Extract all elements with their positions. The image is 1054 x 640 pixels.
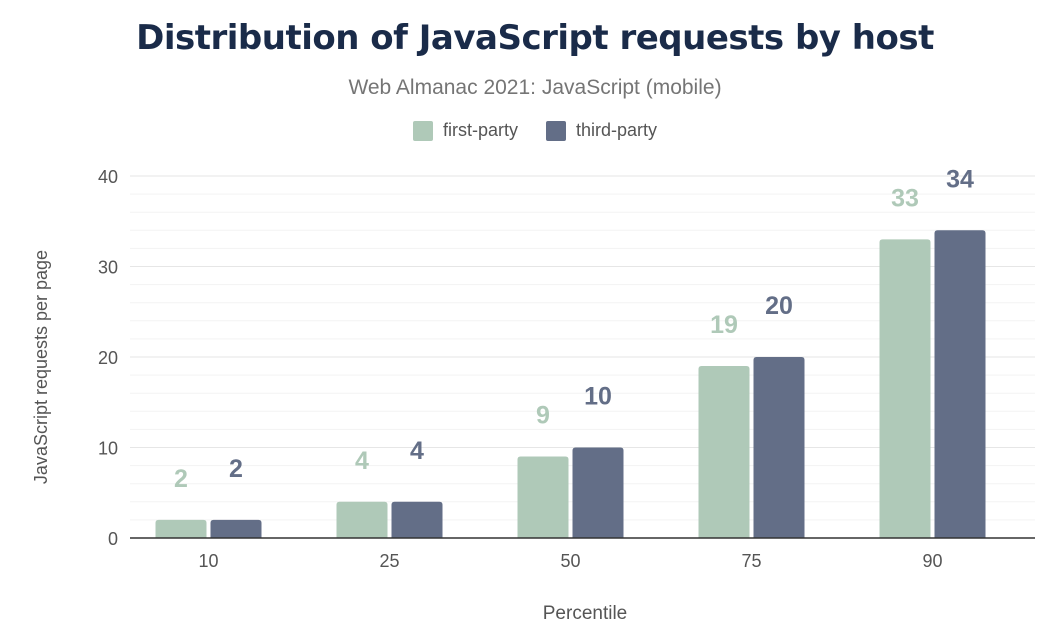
x-tick-label: 10 [198,551,218,571]
x-tick-label: 25 [379,551,399,571]
bar-third-party-75 [753,357,805,538]
x-axis-title: Percentile [543,603,628,624]
legend: first-party third-party [0,120,1054,141]
bar-first-party-75 [698,366,750,538]
legend-swatch-third-party [545,120,566,141]
y-tick-label: 10 [98,439,118,459]
bar-first-party-10 [155,519,207,538]
legend-item-third-party[interactable]: third-party [545,120,658,141]
x-tick-label: 50 [560,551,580,571]
y-tick-label: 40 [98,167,118,187]
bar-third-party-10 [210,519,262,538]
data-label: 19 [710,311,738,339]
legend-label: first-party [442,120,518,140]
data-label: 10 [584,383,612,411]
legend-item-first-party[interactable]: first-party [412,120,518,141]
x-tick-label: 90 [922,551,942,571]
x-tick-label: 75 [741,551,761,571]
data-label: 33 [891,184,919,212]
data-label: 9 [536,402,550,430]
legend-label: third-party [575,120,658,140]
bar-first-party-25 [336,501,388,538]
y-axis-title: JavaScript requests per page [31,250,51,484]
data-label: 2 [174,465,188,493]
data-label: 4 [410,437,424,465]
bar-first-party-50 [517,456,569,538]
chart-title: Distribution of JavaScript requests by h… [136,18,934,58]
bar-third-party-90 [934,230,986,539]
data-label: 20 [765,292,793,320]
data-label: 4 [355,447,369,475]
y-tick-label: 20 [98,348,118,368]
bar-third-party-50 [572,447,624,538]
bar-third-party-25 [391,501,443,538]
legend-swatch-first-party [412,120,433,141]
y-tick-label: 30 [98,258,118,278]
data-label: 2 [229,455,243,483]
chart-subtitle: Web Almanac 2021: JavaScript (mobile) [348,76,722,99]
bar-first-party-90 [879,239,931,538]
data-label: 34 [946,165,974,193]
y-tick-label: 0 [108,529,118,549]
